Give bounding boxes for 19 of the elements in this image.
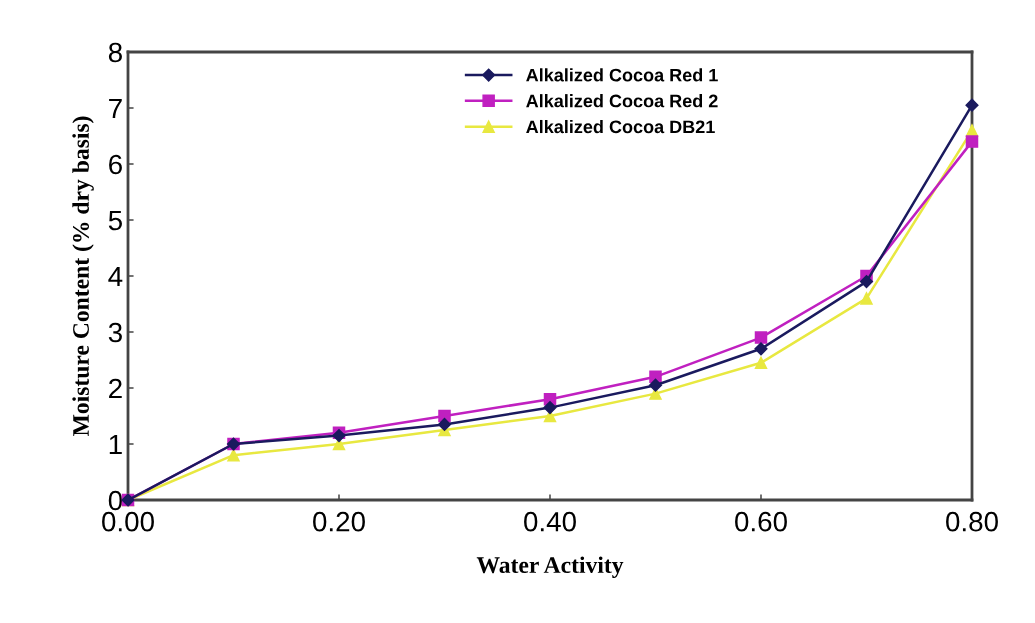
x-tick-label: 0.60 — [735, 511, 787, 532]
x-axis-title: Water Activity — [476, 556, 624, 578]
y-tick-label: 8 — [108, 42, 122, 63]
y-tick-label: 0 — [108, 490, 123, 511]
y-tick-label: 7 — [109, 98, 122, 119]
y-tick-label: 1 — [109, 434, 122, 455]
y-axis-title: Moisture Content (% dry basis) — [72, 116, 94, 437]
legend-label: Alkalized Cocoa Red 1 — [526, 68, 718, 82]
y-tick-label: 5 — [108, 210, 122, 231]
y-tick-label: 4 — [108, 266, 123, 287]
y-tick-label: 2 — [109, 378, 122, 399]
y-tick-label: 6 — [109, 154, 122, 175]
y-tick-label: 3 — [108, 322, 122, 343]
x-tick-label: 0.40 — [524, 511, 576, 532]
legend-label: Alkalized Cocoa Red 2 — [526, 94, 718, 108]
x-tick-label: 0.00 — [102, 511, 154, 532]
x-tick-label: 0.20 — [313, 511, 365, 532]
legend-label: Alkalized Cocoa DB21 — [526, 119, 715, 134]
x-tick-label: 0.80 — [946, 511, 998, 532]
